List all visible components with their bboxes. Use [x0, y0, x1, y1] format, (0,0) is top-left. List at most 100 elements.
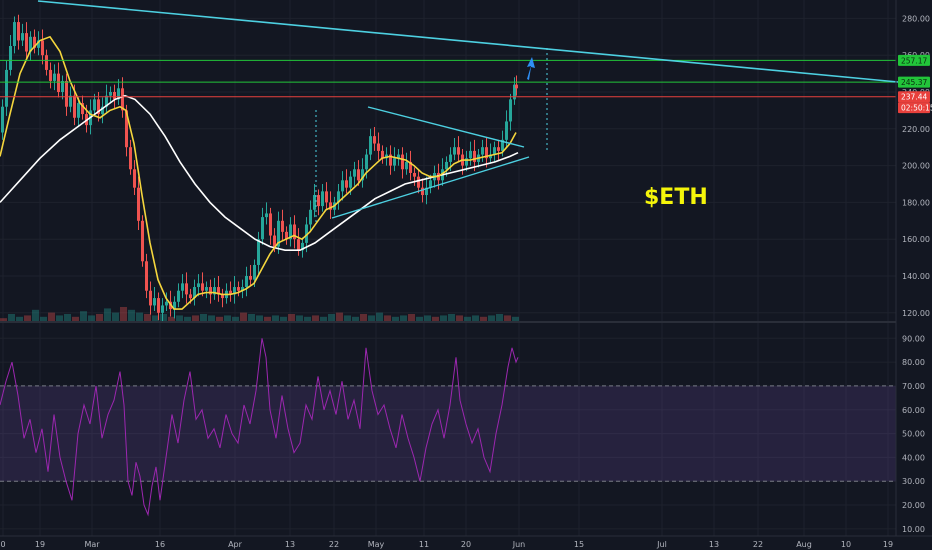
candle-body: [329, 202, 332, 210]
time-tick-label: 19: [883, 540, 893, 549]
volume-bar: [88, 315, 95, 321]
volume-bar: [144, 314, 151, 321]
candle-body: [417, 176, 420, 188]
candle-body: [237, 287, 240, 291]
volume-bar: [464, 316, 471, 321]
time-tick-label: 15: [574, 540, 584, 549]
rsi-line: [0, 338, 519, 517]
candle-body: [485, 147, 488, 159]
time-axis: 0 19 Mar 16 Apr 13 22 May 11 20 Jun 15 Jul 13 22 Aug 10 1…: [0, 540, 893, 549]
time-tick-label: Aug: [796, 540, 812, 549]
volume-bar: [32, 309, 39, 321]
price-badges: 257.17 245.37 237.44 02:50:15: [898, 54, 932, 114]
time-tick-label: 0: [0, 540, 5, 549]
candle-body: [161, 305, 164, 313]
volume-bar: [48, 312, 55, 321]
volume-bar: [120, 307, 127, 321]
candle-body: [193, 287, 196, 299]
candle-body: [81, 103, 84, 115]
candle-body: [121, 88, 124, 111]
candle-body: [33, 36, 36, 48]
candle-body: [389, 154, 392, 166]
volume-bar: [256, 315, 263, 321]
volume-bar: [8, 314, 15, 321]
rsi-tick-label: 80.00: [902, 358, 925, 367]
candle-body: [421, 187, 424, 196]
rsi-band: [0, 385, 896, 482]
volume-bar: [296, 315, 303, 321]
candle-body: [213, 287, 216, 295]
candle-body: [505, 121, 508, 140]
volume-bar: [424, 315, 431, 321]
candle-body: [1, 106, 4, 133]
rsi-tick-label: 60.00: [902, 406, 925, 415]
volume-bar: [304, 316, 311, 321]
volume-bar: [200, 314, 207, 321]
candle-body: [117, 88, 120, 100]
time-tick-label: 11: [419, 540, 429, 549]
candle-body: [301, 242, 304, 251]
price-badge: [898, 54, 930, 66]
candle-body: [273, 235, 276, 247]
rsi-tick-label: 70.00: [902, 382, 925, 391]
horizontal-levels: [0, 59, 896, 98]
time-tick-label: Apr: [228, 540, 243, 549]
time-tick-label: Mar: [84, 540, 100, 549]
candle-body: [357, 169, 360, 181]
volume-bar: [272, 315, 279, 321]
volume-bar: [16, 316, 23, 321]
volume-bar: [240, 312, 247, 321]
price-badge-label: 02:50:15: [901, 104, 932, 113]
volume-bar: [152, 315, 159, 321]
candle-body: [289, 224, 292, 240]
candle-body: [501, 139, 504, 151]
time-tick-label: 13: [285, 540, 295, 549]
volume-bar: [232, 316, 239, 321]
candle-body: [277, 220, 280, 247]
candle-body: [249, 276, 252, 280]
candle-body: [177, 290, 180, 302]
ema-short-line: [0, 35, 517, 310]
candle-body: [45, 55, 48, 70]
price-badge-label: 237.44: [901, 93, 927, 102]
candle-body: [57, 73, 60, 92]
candle-body: [493, 147, 496, 155]
price-tick-label: 160.00: [902, 235, 930, 244]
candle-body: [69, 95, 72, 107]
candle-body: [241, 287, 244, 291]
candle-body: [65, 80, 68, 107]
candle-body: [149, 290, 152, 306]
candle-body: [5, 69, 8, 107]
candle-body: [513, 84, 516, 100]
rsi-axis: 90.00 80.00 70.00 60.00 50.00 40.00 30.00 20.00…: [902, 334, 925, 534]
volume-bar: [344, 315, 351, 321]
long-trendline: [37, 0, 899, 83]
volume-bar: [104, 308, 111, 321]
candle-body: [445, 161, 448, 170]
volume-bar: [208, 315, 215, 321]
candle-body: [101, 106, 104, 115]
candle-body: [141, 220, 144, 262]
candle-body: [73, 95, 76, 118]
candle-body: [305, 224, 308, 243]
candle-body: [401, 154, 404, 170]
candle-body: [453, 147, 456, 155]
price-tick-label: 220.00: [902, 125, 930, 134]
candle-body: [25, 33, 28, 52]
time-tick-label: 20: [461, 540, 471, 549]
time-tick-label: 13: [709, 540, 719, 549]
time-tick-label: 10: [841, 540, 851, 549]
rsi-tick-label: 20.00: [902, 501, 925, 510]
time-tick-label: Jun: [512, 540, 526, 549]
volume-bar: [352, 316, 359, 321]
volume-bar: [456, 315, 463, 321]
candle-body: [157, 298, 160, 313]
volume-bar: [160, 314, 167, 321]
volume-bar: [168, 316, 175, 321]
volume-bar: [480, 316, 487, 321]
volume-bar: [112, 312, 119, 321]
candle-body: [515, 84, 518, 89]
candle-body: [413, 172, 416, 177]
price-badge-label: 257.17: [901, 56, 927, 65]
candle-body: [265, 213, 268, 218]
